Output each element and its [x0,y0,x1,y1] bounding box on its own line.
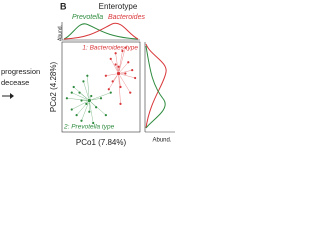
spoke [83,81,90,101]
panel-label: B [60,1,67,11]
point [129,91,132,94]
cluster-label: 1: Bacteroides type [82,45,138,52]
chart-title: Enterotype [99,2,138,11]
point [134,76,137,80]
point [124,72,127,75]
centroid [116,71,121,76]
spoke [89,100,107,116]
density-curve [63,23,139,40]
axis-label: Abund. [57,25,63,41]
spoke [89,100,94,124]
spoke [118,69,133,74]
spoke [118,62,129,74]
point [70,108,73,111]
spoke [118,47,126,74]
point [70,91,73,94]
point [107,88,110,91]
point [80,99,83,102]
point [131,69,134,72]
point [72,85,75,89]
spoke [71,92,90,101]
point [90,94,93,98]
point [121,49,124,53]
point [109,91,112,94]
spoke [118,50,123,74]
point [109,57,112,60]
side-text: progression [1,67,40,76]
centroid [87,98,92,103]
spoke [118,73,136,79]
point [104,74,107,77]
spoke [71,100,90,110]
point [119,102,122,105]
point [99,97,103,100]
legend-label: Bacteroides [108,14,145,21]
point [114,52,117,55]
point [95,106,98,109]
spoke [115,53,119,74]
point [92,121,95,125]
point [127,61,130,64]
point [88,110,91,113]
spoke [118,73,131,93]
point [117,65,120,68]
spoke [110,58,119,74]
point [104,114,107,117]
point [80,119,83,122]
point [82,80,85,83]
spoke [89,92,111,101]
point [114,63,117,66]
density-curve [145,43,167,129]
figure: B Enterotype progression decease Abund. … [1,1,175,147]
arrow-head [10,93,14,99]
point [119,85,122,89]
point [65,97,68,100]
spoke [87,75,90,101]
cluster-label: 2: Prevotella type [63,124,115,131]
plot-frame [61,41,141,133]
density-curve [145,45,166,129]
point [75,114,78,117]
point [111,80,114,83]
y-axis-label: PCo2 (4.28%) [49,62,58,113]
spoke [66,98,90,101]
side-text: decease [1,78,29,87]
point [124,46,127,49]
density-curve [63,22,139,40]
spoke [81,100,90,121]
axis-label: Abund. [152,138,171,144]
spoke [118,73,121,104]
point [85,102,88,105]
point [86,74,89,77]
x-axis-label: PCo1 (7.84%) [76,138,127,147]
point [78,91,81,94]
legend-label: Prevotella [72,14,103,21]
